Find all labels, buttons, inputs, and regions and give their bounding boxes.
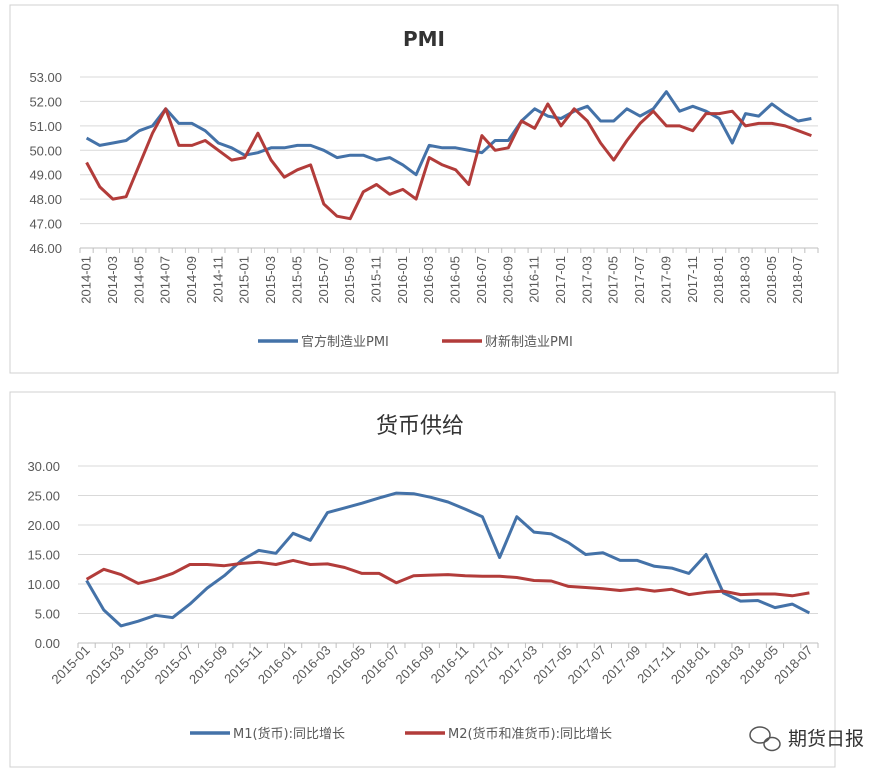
x-tick-label: 2017-01: [553, 256, 568, 304]
y-tick-label: 5.00: [35, 607, 60, 622]
y-tick-label: 51.00: [29, 119, 62, 134]
x-tick-label: 2018-03: [738, 256, 753, 304]
x-tick-label: 2018-07: [790, 256, 805, 304]
series-line-2: [85, 102, 812, 221]
x-tick-label: 2016-11: [527, 256, 542, 303]
y-tick-label: 0.00: [35, 636, 60, 651]
y-tick-label: 52.00: [29, 94, 62, 109]
y-tick-label: 10.00: [27, 577, 60, 592]
x-tick-label: 2017-09: [658, 256, 673, 304]
y-tick-label: 46.00: [29, 241, 62, 256]
x-tick-label: 2015-09: [342, 256, 357, 304]
x-tick-label: 2014-07: [158, 256, 173, 304]
x-tick-label: 2017-07: [632, 256, 647, 304]
x-tick-label: 2016-01: [395, 256, 410, 304]
x-tick-label: 2015-11: [369, 256, 384, 303]
x-tick-label: 2016-09: [500, 256, 515, 304]
chart-1-frame: [9, 4, 839, 374]
x-tick-label: 2018-01: [711, 256, 726, 304]
x-tick-label: 2016-03: [421, 256, 436, 304]
legend-label: M2(货币和准货币):同比增长: [448, 726, 612, 742]
watermark-text: 期货日报: [788, 728, 864, 750]
x-tick-label: 2017-11: [685, 256, 700, 303]
wechat-icon: [749, 726, 781, 752]
x-tick-label: 2014-05: [131, 256, 146, 304]
x-tick-label: 2015-03: [263, 256, 278, 304]
x-tick-label: 2014-11: [210, 256, 225, 303]
y-tick-label: 15.00: [27, 548, 60, 563]
x-tick-label: 2015-07: [316, 256, 331, 304]
watermark: 期货日报: [749, 726, 864, 752]
x-tick-label: 2015-01: [237, 256, 252, 304]
y-tick-label: 53.00: [29, 70, 62, 85]
y-tick-label: 50.00: [29, 143, 62, 158]
chart-2-frame: [9, 391, 836, 768]
y-tick-label: 47.00: [29, 217, 62, 232]
chart-1-title: PMI: [403, 27, 445, 51]
x-tick-label: 2016-07: [474, 256, 489, 304]
y-tick-label: 48.00: [29, 192, 62, 207]
x-tick-label: 2018-05: [764, 256, 779, 304]
x-tick-label: 2017-05: [606, 256, 621, 304]
chart-1-plot: 46.00 47.00 48.00 49.00 50.00 51.00 52.00 53.00…: [29, 70, 819, 350]
series-line-1: [85, 90, 812, 177]
y-tick-label: 20.00: [27, 518, 60, 533]
x-tick-label: 2014-03: [105, 256, 120, 304]
x-tick-label: 2015-05: [289, 256, 304, 304]
legend-label: M1(货币):同比增长: [233, 726, 345, 742]
x-tick-label: 2017-03: [579, 256, 594, 304]
x-tick-label: 2014-01: [79, 256, 94, 304]
y-tick-label: 30.00: [27, 459, 60, 474]
y-tick-label: 25.00: [27, 489, 60, 504]
legend-label: 财新制造业PMI: [485, 334, 573, 350]
x-tick-label: 2016-05: [448, 256, 463, 304]
chart-2-title: 货币供给: [376, 414, 464, 439]
y-tick-label: 49.00: [29, 168, 62, 183]
legend-label: 官方制造业PMI: [301, 334, 389, 350]
x-tick-label: 2014-09: [184, 256, 199, 304]
